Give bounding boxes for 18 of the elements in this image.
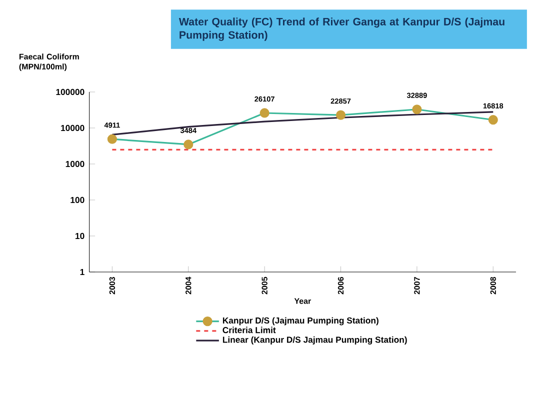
x-tick-label: 2005	[262, 276, 268, 294]
legend-label: Linear (Kanpur D/S Jajmau Pumping Station)	[222, 336, 407, 345]
y-tick-label: 100000	[56, 88, 84, 96]
y-tick-label: 1000	[66, 160, 84, 168]
y-tick-label: 1	[80, 269, 84, 275]
legend-label: Criteria Limit	[222, 326, 276, 334]
x-tick-label: 2007	[414, 277, 420, 294]
y-tick-label: 100	[70, 196, 84, 204]
legend-label: Kanpur D/S (Jajmau Pumping Station)	[222, 317, 378, 326]
y-tick-label: 10	[76, 232, 84, 240]
x-tick-label: 2004	[186, 276, 192, 294]
y-axis-title: Faecal Coliform (MPN/100ml)	[19, 54, 79, 72]
x-tick-label: 2008	[490, 276, 496, 294]
x-axis-title: Year	[294, 298, 311, 304]
y-tick-label: 10000	[61, 124, 84, 132]
chart-title: Water Quality (FC) Trend of River Ganga at Kanpur D/S (Jajmau Pumping Station)	[178, 18, 504, 41]
x-tick-label: 2003	[109, 276, 116, 294]
x-tick-label: 2006	[338, 276, 344, 294]
